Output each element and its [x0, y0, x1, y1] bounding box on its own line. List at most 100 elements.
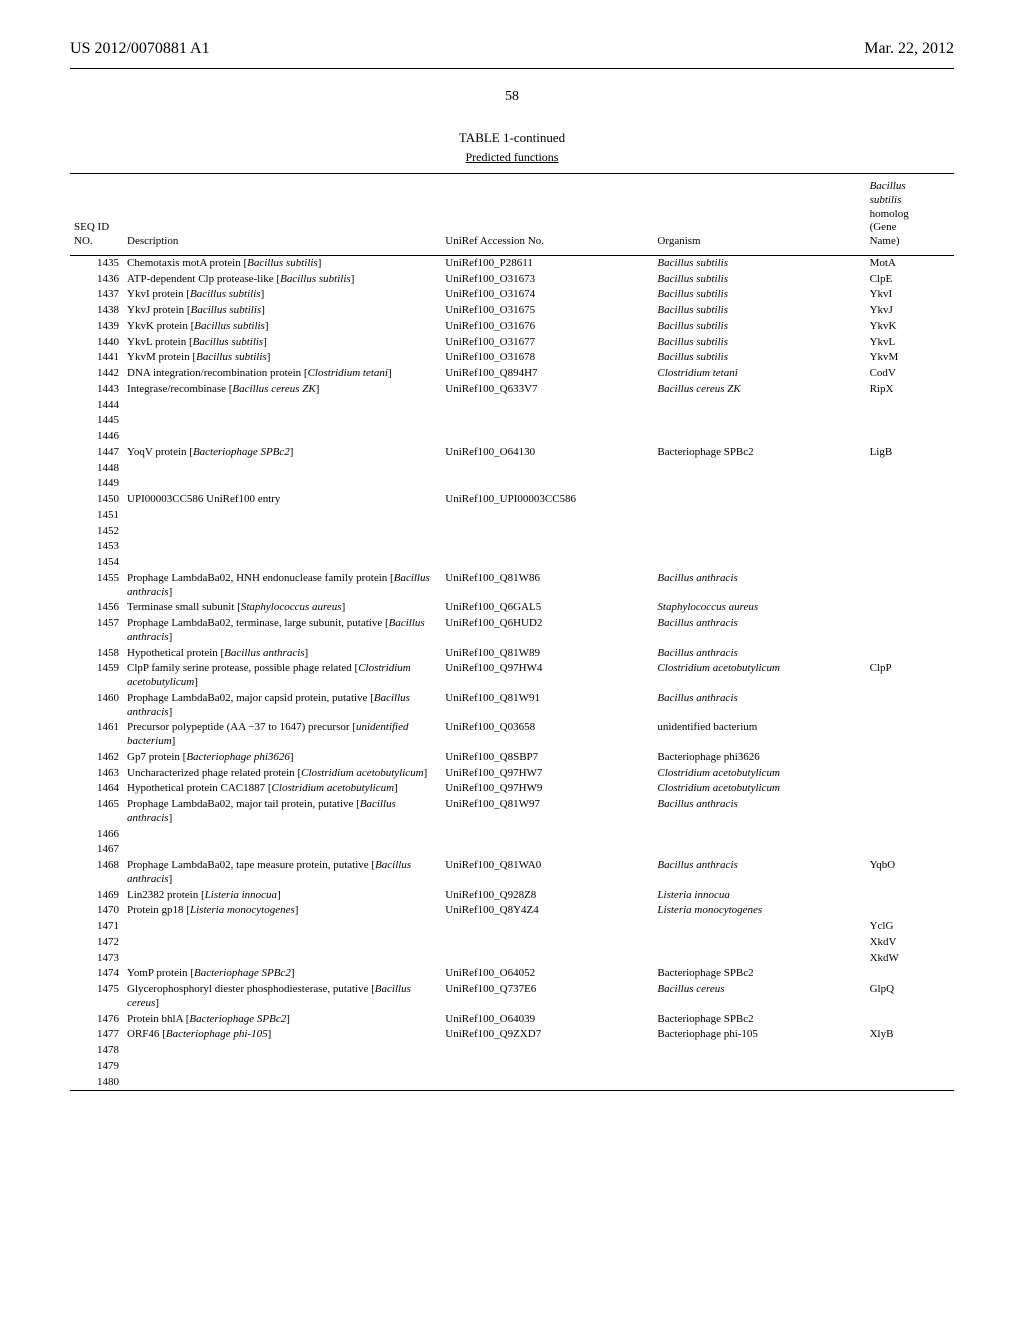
cell-desc: YkvJ protein [Bacillus subtilis]	[123, 303, 441, 319]
cell-organism	[653, 1059, 865, 1075]
cell-organism	[653, 919, 865, 935]
cell-gene: YkvJ	[866, 303, 954, 319]
cell-organism: Bacteriophage SPBc2	[653, 966, 865, 982]
cell-gene	[866, 1012, 954, 1028]
cell-gene	[866, 461, 954, 477]
cell-seq: 1467	[70, 842, 123, 858]
cell-uniref	[441, 461, 653, 477]
cell-uniref: UniRef100_O31674	[441, 287, 653, 303]
cell-uniref: UniRef100_Q633V7	[441, 382, 653, 398]
cell-organism: Bacteriophage phi-105	[653, 1027, 865, 1043]
cell-organism: Bacillus subtilis	[653, 319, 865, 335]
cell-desc	[123, 539, 441, 555]
table-row: 1445	[70, 413, 954, 429]
cell-organism: Bacteriophage phi3626	[653, 750, 865, 766]
table-row: 1469Lin2382 protein [Listeria innocua]Un…	[70, 888, 954, 904]
table-row: 1472XkdV	[70, 935, 954, 951]
table-row: 1466	[70, 827, 954, 843]
cell-uniref	[441, 827, 653, 843]
col-gene-species: Bacillus subtilis	[870, 180, 906, 206]
cell-seq: 1456	[70, 600, 123, 616]
cell-uniref: UniRef100_O31677	[441, 335, 653, 351]
cell-uniref: UniRef100_O64130	[441, 445, 653, 461]
cell-uniref: UniRef100_O31675	[441, 303, 653, 319]
cell-gene: ClpP	[866, 661, 954, 691]
cell-gene: XkdV	[866, 935, 954, 951]
cell-desc	[123, 555, 441, 571]
cell-desc	[123, 827, 441, 843]
table-row: 1441YkvM protein [Bacillus subtilis]UniR…	[70, 350, 954, 366]
cell-organism: Bacillus subtilis	[653, 287, 865, 303]
cell-desc: Precursor polypeptide (AA −37 to 1647) p…	[123, 720, 441, 750]
cell-uniref: UniRef100_Q81W97	[441, 797, 653, 827]
cell-organism	[653, 508, 865, 524]
cell-seq: 1466	[70, 827, 123, 843]
cell-gene	[866, 720, 954, 750]
cell-seq: 1450	[70, 492, 123, 508]
cell-gene	[866, 600, 954, 616]
cell-organism: unidentified bacterium	[653, 720, 865, 750]
cell-uniref	[441, 1043, 653, 1059]
cell-gene: LigB	[866, 445, 954, 461]
cell-seq: 1441	[70, 350, 123, 366]
cell-gene	[866, 1075, 954, 1091]
cell-organism: Bacillus subtilis	[653, 255, 865, 271]
col-uni-label: UniRef Accession No.	[445, 235, 544, 247]
cell-uniref	[441, 842, 653, 858]
cell-desc	[123, 413, 441, 429]
cell-gene	[866, 966, 954, 982]
cell-uniref: UniRef100_Q81WA0	[441, 858, 653, 888]
cell-seq: 1454	[70, 555, 123, 571]
cell-gene	[866, 616, 954, 646]
cell-uniref	[441, 476, 653, 492]
cell-desc: Protein gp18 [Listeria monocytogenes]	[123, 903, 441, 919]
cell-gene: MotA	[866, 255, 954, 271]
cell-uniref: UniRef100_P28611	[441, 255, 653, 271]
cell-desc: Prophage LambdaBa02, major capsid protei…	[123, 691, 441, 721]
cell-gene	[866, 903, 954, 919]
cell-gene	[866, 429, 954, 445]
cell-gene	[866, 827, 954, 843]
cell-gene	[866, 1059, 954, 1075]
cell-gene: GlpQ	[866, 982, 954, 1012]
cell-organism	[653, 842, 865, 858]
cell-desc: Terminase small subunit [Staphylococcus …	[123, 600, 441, 616]
cell-organism: Bacillus anthracis	[653, 571, 865, 601]
cell-desc	[123, 1075, 441, 1091]
table-row: 1457Prophage LambdaBa02, terminase, larg…	[70, 616, 954, 646]
cell-seq: 1475	[70, 982, 123, 1012]
cell-desc	[123, 461, 441, 477]
cell-organism: Bacillus anthracis	[653, 797, 865, 827]
cell-seq: 1479	[70, 1059, 123, 1075]
cell-seq: 1461	[70, 720, 123, 750]
cell-desc	[123, 476, 441, 492]
cell-gene	[866, 524, 954, 540]
cell-uniref: UniRef100_Q6GAL5	[441, 600, 653, 616]
header-rule	[70, 68, 954, 69]
table-row: 1451	[70, 508, 954, 524]
cell-organism: Bacillus anthracis	[653, 646, 865, 662]
cell-desc: Hypothetical protein [Bacillus anthracis…	[123, 646, 441, 662]
cell-desc	[123, 951, 441, 967]
cell-seq: 1453	[70, 539, 123, 555]
cell-seq: 1439	[70, 319, 123, 335]
cell-uniref	[441, 539, 653, 555]
cell-gene	[866, 492, 954, 508]
cell-organism: Bacillus subtilis	[653, 335, 865, 351]
cell-seq: 1474	[70, 966, 123, 982]
table-row: 1461Precursor polypeptide (AA −37 to 164…	[70, 720, 954, 750]
col-uni: UniRef Accession No.	[441, 174, 653, 255]
cell-organism: Bacteriophage SPBc2	[653, 1012, 865, 1028]
cell-organism: Listeria innocua	[653, 888, 865, 904]
cell-desc: YkvK protein [Bacillus subtilis]	[123, 319, 441, 335]
cell-organism	[653, 398, 865, 414]
cell-gene	[866, 646, 954, 662]
cell-seq: 1445	[70, 413, 123, 429]
cell-seq: 1444	[70, 398, 123, 414]
cell-gene	[866, 750, 954, 766]
cell-uniref: UniRef100_Q97HW4	[441, 661, 653, 691]
cell-desc: YoqV protein [Bacteriophage SPBc2]	[123, 445, 441, 461]
cell-gene	[866, 842, 954, 858]
cell-organism	[653, 476, 865, 492]
cell-desc	[123, 919, 441, 935]
